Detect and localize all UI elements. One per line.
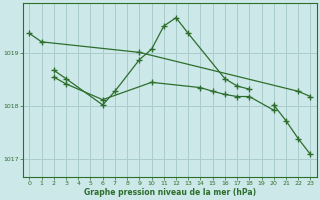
X-axis label: Graphe pression niveau de la mer (hPa): Graphe pression niveau de la mer (hPa) [84,188,256,197]
